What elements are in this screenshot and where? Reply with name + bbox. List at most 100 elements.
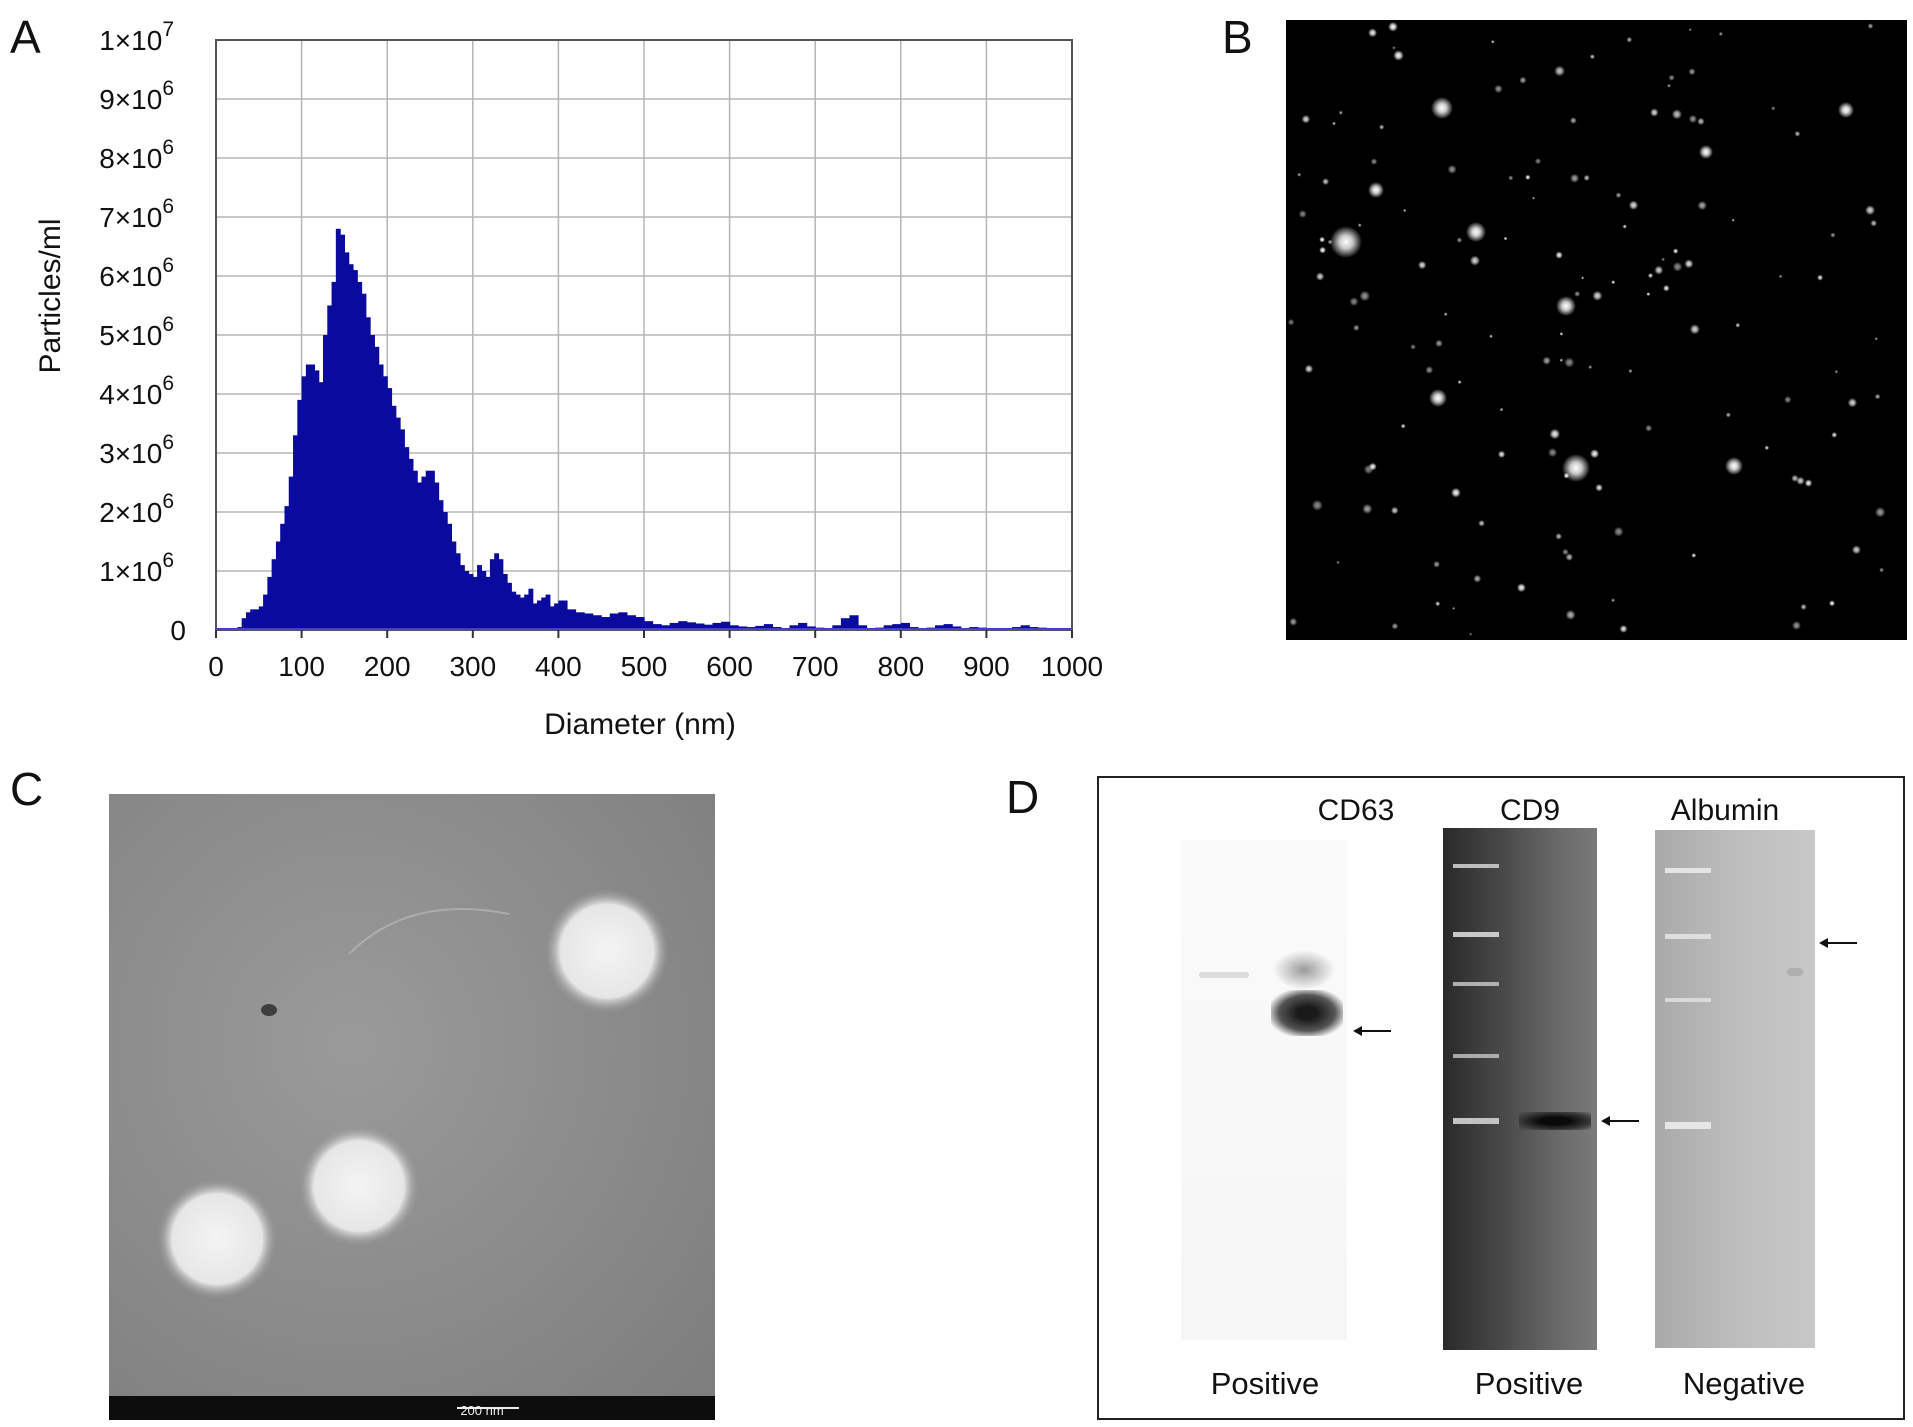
histogram-bar <box>288 476 294 630</box>
histogram-bar <box>541 597 547 630</box>
scale-bar-label: 200 nm <box>460 1403 504 1418</box>
particle-spot <box>1718 31 1723 36</box>
histogram-bar <box>502 573 508 630</box>
histogram-bar <box>515 594 521 630</box>
histogram-bar <box>883 625 893 630</box>
histogram-bar <box>301 376 307 630</box>
particle-spot <box>1588 365 1593 370</box>
y-tick-label: 1×106 <box>99 549 174 587</box>
histogram-bar <box>293 435 298 630</box>
histogram-bar <box>609 613 619 630</box>
histogram-bar <box>391 405 397 630</box>
histogram-bar <box>434 482 440 630</box>
particle-spot <box>1559 332 1564 336</box>
histogram-bar <box>652 624 662 630</box>
vesicle <box>299 1126 419 1246</box>
particle-spot <box>1368 462 1377 471</box>
particle-spot <box>1525 174 1531 180</box>
band-cd63-smear <box>1273 950 1335 990</box>
histogram-bar <box>519 597 525 630</box>
particle-spot <box>1697 117 1705 126</box>
histogram-bar <box>900 622 910 630</box>
particle-spot <box>1555 533 1562 540</box>
histogram-bar <box>464 571 470 630</box>
panel-d-letter: D <box>1006 771 1040 823</box>
histogram-bar <box>408 458 414 630</box>
particle-spot <box>1800 603 1807 611</box>
histogram-bar <box>455 553 461 630</box>
particle-spot <box>1645 424 1653 432</box>
ladder-band <box>1665 934 1711 939</box>
histogram-bar <box>318 382 324 630</box>
y-tick-label: 0 <box>170 615 186 646</box>
particle-spot <box>1327 239 1333 245</box>
ladder-band <box>1665 868 1711 873</box>
band-cd9 <box>1519 1112 1591 1130</box>
histogram-bar <box>271 559 277 630</box>
y-axis-title: Particles/ml <box>34 218 67 373</box>
arrow-cd9-icon <box>1601 1116 1639 1126</box>
arrow-albumin-icon <box>1819 938 1857 948</box>
histogram-bar <box>678 621 688 630</box>
western-blot-panel: CD63 CD9 Albumin Positive Positive Negat… <box>1097 776 1905 1420</box>
particle-spot <box>1663 284 1670 292</box>
particle-spot <box>1671 109 1682 120</box>
histogram-bar <box>241 618 247 630</box>
scale-bar <box>457 1407 519 1409</box>
histogram-bar <box>323 335 328 630</box>
histogram-bar <box>485 576 491 630</box>
histogram-bar <box>438 500 444 630</box>
ladder-band <box>1453 1054 1499 1058</box>
histogram-bar <box>554 603 559 630</box>
particle-spot <box>1555 251 1563 259</box>
tem-filament <box>348 908 510 955</box>
particle-spot <box>1570 173 1580 183</box>
particle-spot <box>1697 200 1707 211</box>
histogram-bar <box>310 364 316 630</box>
y-tick-label: 9×106 <box>99 77 174 115</box>
particle-spot <box>1771 106 1776 111</box>
histogram-bar <box>451 541 457 630</box>
histogram-bar <box>592 615 602 630</box>
histogram-bar <box>755 625 765 630</box>
histogram-bar <box>566 609 577 630</box>
x-tick-label: 200 <box>364 651 411 682</box>
particle-spot <box>1451 487 1461 498</box>
blot-albumin <box>1655 830 1815 1348</box>
y-tick-label: 5×106 <box>99 313 174 351</box>
histogram-bar <box>245 612 251 630</box>
particle-spot <box>1435 339 1443 348</box>
histogram-bar <box>378 364 384 630</box>
ladder-band <box>1453 982 1499 986</box>
particle-spot <box>1431 97 1453 119</box>
particle-spot <box>1735 322 1741 328</box>
histogram-bar <box>763 624 773 630</box>
particle-spot <box>1392 46 1396 50</box>
particle-spot <box>1646 292 1651 296</box>
x-tick-label: 0 <box>208 651 224 682</box>
particle-spot <box>1870 219 1877 227</box>
blot-result-albumin: Negative <box>1682 1366 1806 1401</box>
histogram-bar <box>686 622 696 630</box>
particle-spot <box>1489 334 1493 339</box>
particle-spot <box>1349 297 1359 307</box>
blot-result-cd63: Positive <box>1210 1366 1320 1401</box>
histogram-bar <box>601 617 611 630</box>
histogram-bar <box>661 625 671 630</box>
y-tick-label: 8×106 <box>99 136 174 174</box>
particle-spot <box>1817 274 1824 281</box>
particle-spot <box>1319 246 1326 254</box>
particle-spot <box>1457 380 1462 385</box>
histogram-bar <box>511 591 517 630</box>
blot-cd9 <box>1443 828 1597 1350</box>
particle-spot <box>1611 598 1615 603</box>
histogram-bar <box>729 625 739 630</box>
particle-spot <box>1433 560 1440 568</box>
nta-frame-image <box>1286 20 1907 640</box>
histogram-bar <box>477 565 482 630</box>
particle-spot <box>1764 445 1770 451</box>
ladder-band <box>1453 864 1499 868</box>
particle-spot <box>1508 175 1514 181</box>
particle-spot <box>1400 423 1406 429</box>
x-axis-title: Diameter (nm) <box>544 708 736 741</box>
